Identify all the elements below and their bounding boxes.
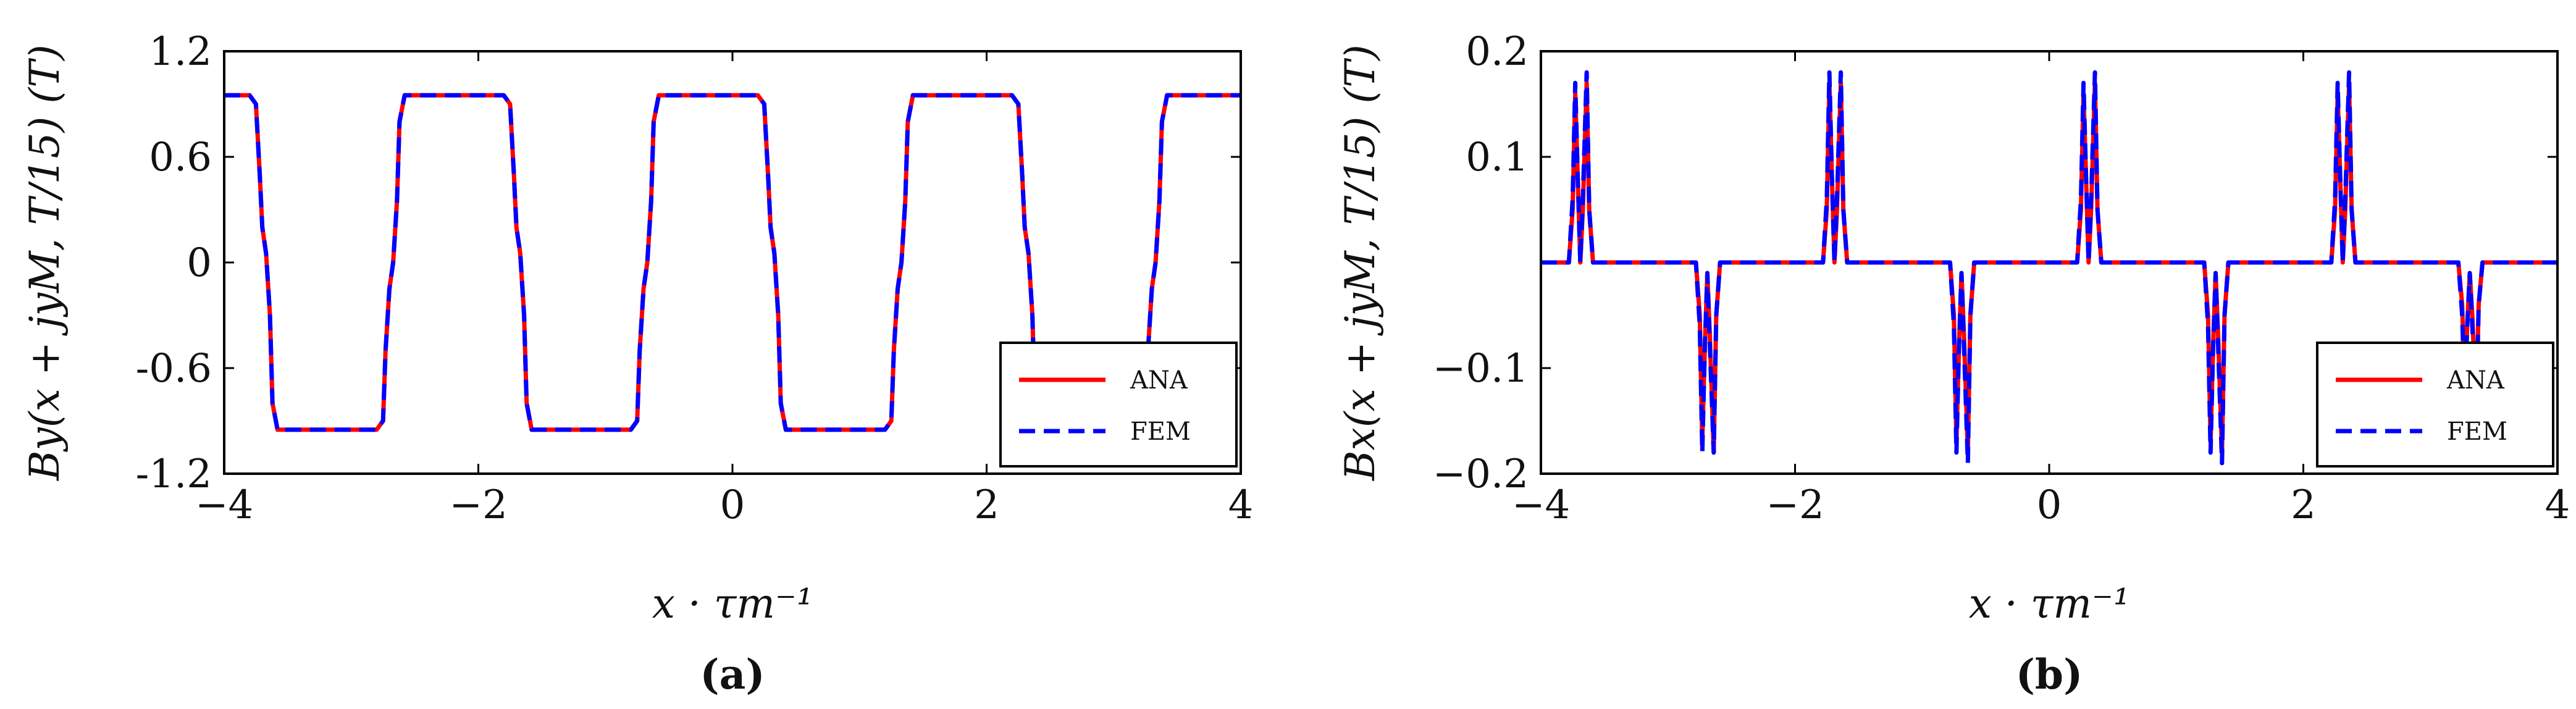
panel-b-ytick-label: 0.2: [1466, 29, 1529, 75]
panel-a-xtick-label: 2: [974, 482, 999, 528]
panel-b-ytick-label: −0.2: [1433, 451, 1529, 497]
panel-b-ytick-label: 0.1: [1466, 135, 1529, 180]
panel-a-caption: (a): [700, 650, 765, 699]
panel-b-xtick-label: −2: [1766, 482, 1824, 528]
panel-a-legend-box: [999, 342, 1238, 468]
panel-a: −4 −2 0 2 4 -1.2 -0.6 0 0.6 1.2 By(x + jyM, T/15)…: [21, 29, 1253, 699]
panel-b-caption: (b): [2016, 650, 2083, 699]
panel-b-ytick-label: −0.1: [1433, 346, 1529, 392]
panel-a-legend-ana: ANA: [1130, 366, 1188, 395]
panel-a-ytick-label: -0.6: [136, 346, 212, 392]
panel-a-xtick-label: −4: [195, 482, 253, 528]
panel-b-legend-fem: FEM: [2447, 417, 2507, 446]
panel-b-xtick-label: 0: [2037, 482, 2062, 528]
panel-b-xtick-label: 2: [2291, 482, 2316, 528]
panel-b-xtick-label: 4: [2545, 482, 2570, 528]
panel-a-xtick-label: −2: [449, 482, 507, 528]
panel-a-ytick-label: 0.6: [149, 135, 212, 180]
panel-b-legend-box: [2316, 342, 2554, 468]
panel-b-legend-ana: ANA: [2446, 366, 2505, 395]
panel-b-ticks: −4 −2 0 2 4 −0.2 −0.1 0.1 0.2: [1433, 29, 2570, 528]
panel-a-series: [224, 93, 1241, 432]
panel-a-legend: ANA FEM: [999, 342, 1238, 468]
panel-a-legend-fem: FEM: [1130, 417, 1191, 446]
panel-b-xtick-label: −4: [1512, 482, 1570, 528]
panel-b: −4 −2 0 2 4 −0.2 −0.1 0.1 0.2 Bx(x + jyM, T/15) …: [1336, 29, 2570, 699]
panel-b-series-fem: [1541, 70, 2557, 466]
panel-a-xtick-label: 4: [1228, 482, 1254, 528]
panel-a-axes-frame: [223, 50, 1242, 475]
panel-a-ticks: −4 −2 0 2 4 -1.2 -0.6 0 0.6 1.2: [136, 29, 1254, 528]
panel-a-ylabel: By(x + jyM, T/15) (T): [21, 44, 69, 481]
panel-b-axes-frame: [1540, 50, 2559, 475]
panel-a-xtick-label: 0: [720, 482, 745, 528]
panel-a-ytick-label: 0: [187, 240, 212, 286]
panel-a-ytick-label: -1.2: [136, 451, 212, 497]
panel-b-ylabel: Bx(x + jyM, T/15) (T): [1336, 44, 1384, 481]
panel-b-series: [1541, 70, 2557, 466]
panel-a-xlabel: x · τm⁻¹: [652, 580, 813, 627]
panel-a-series-fem: [224, 93, 1241, 432]
panel-b-xlabel: x · τm⁻¹: [1969, 580, 2130, 627]
panel-a-ytick-label: 1.2: [149, 29, 212, 75]
panel-b-legend: ANA FEM: [2316, 342, 2554, 468]
